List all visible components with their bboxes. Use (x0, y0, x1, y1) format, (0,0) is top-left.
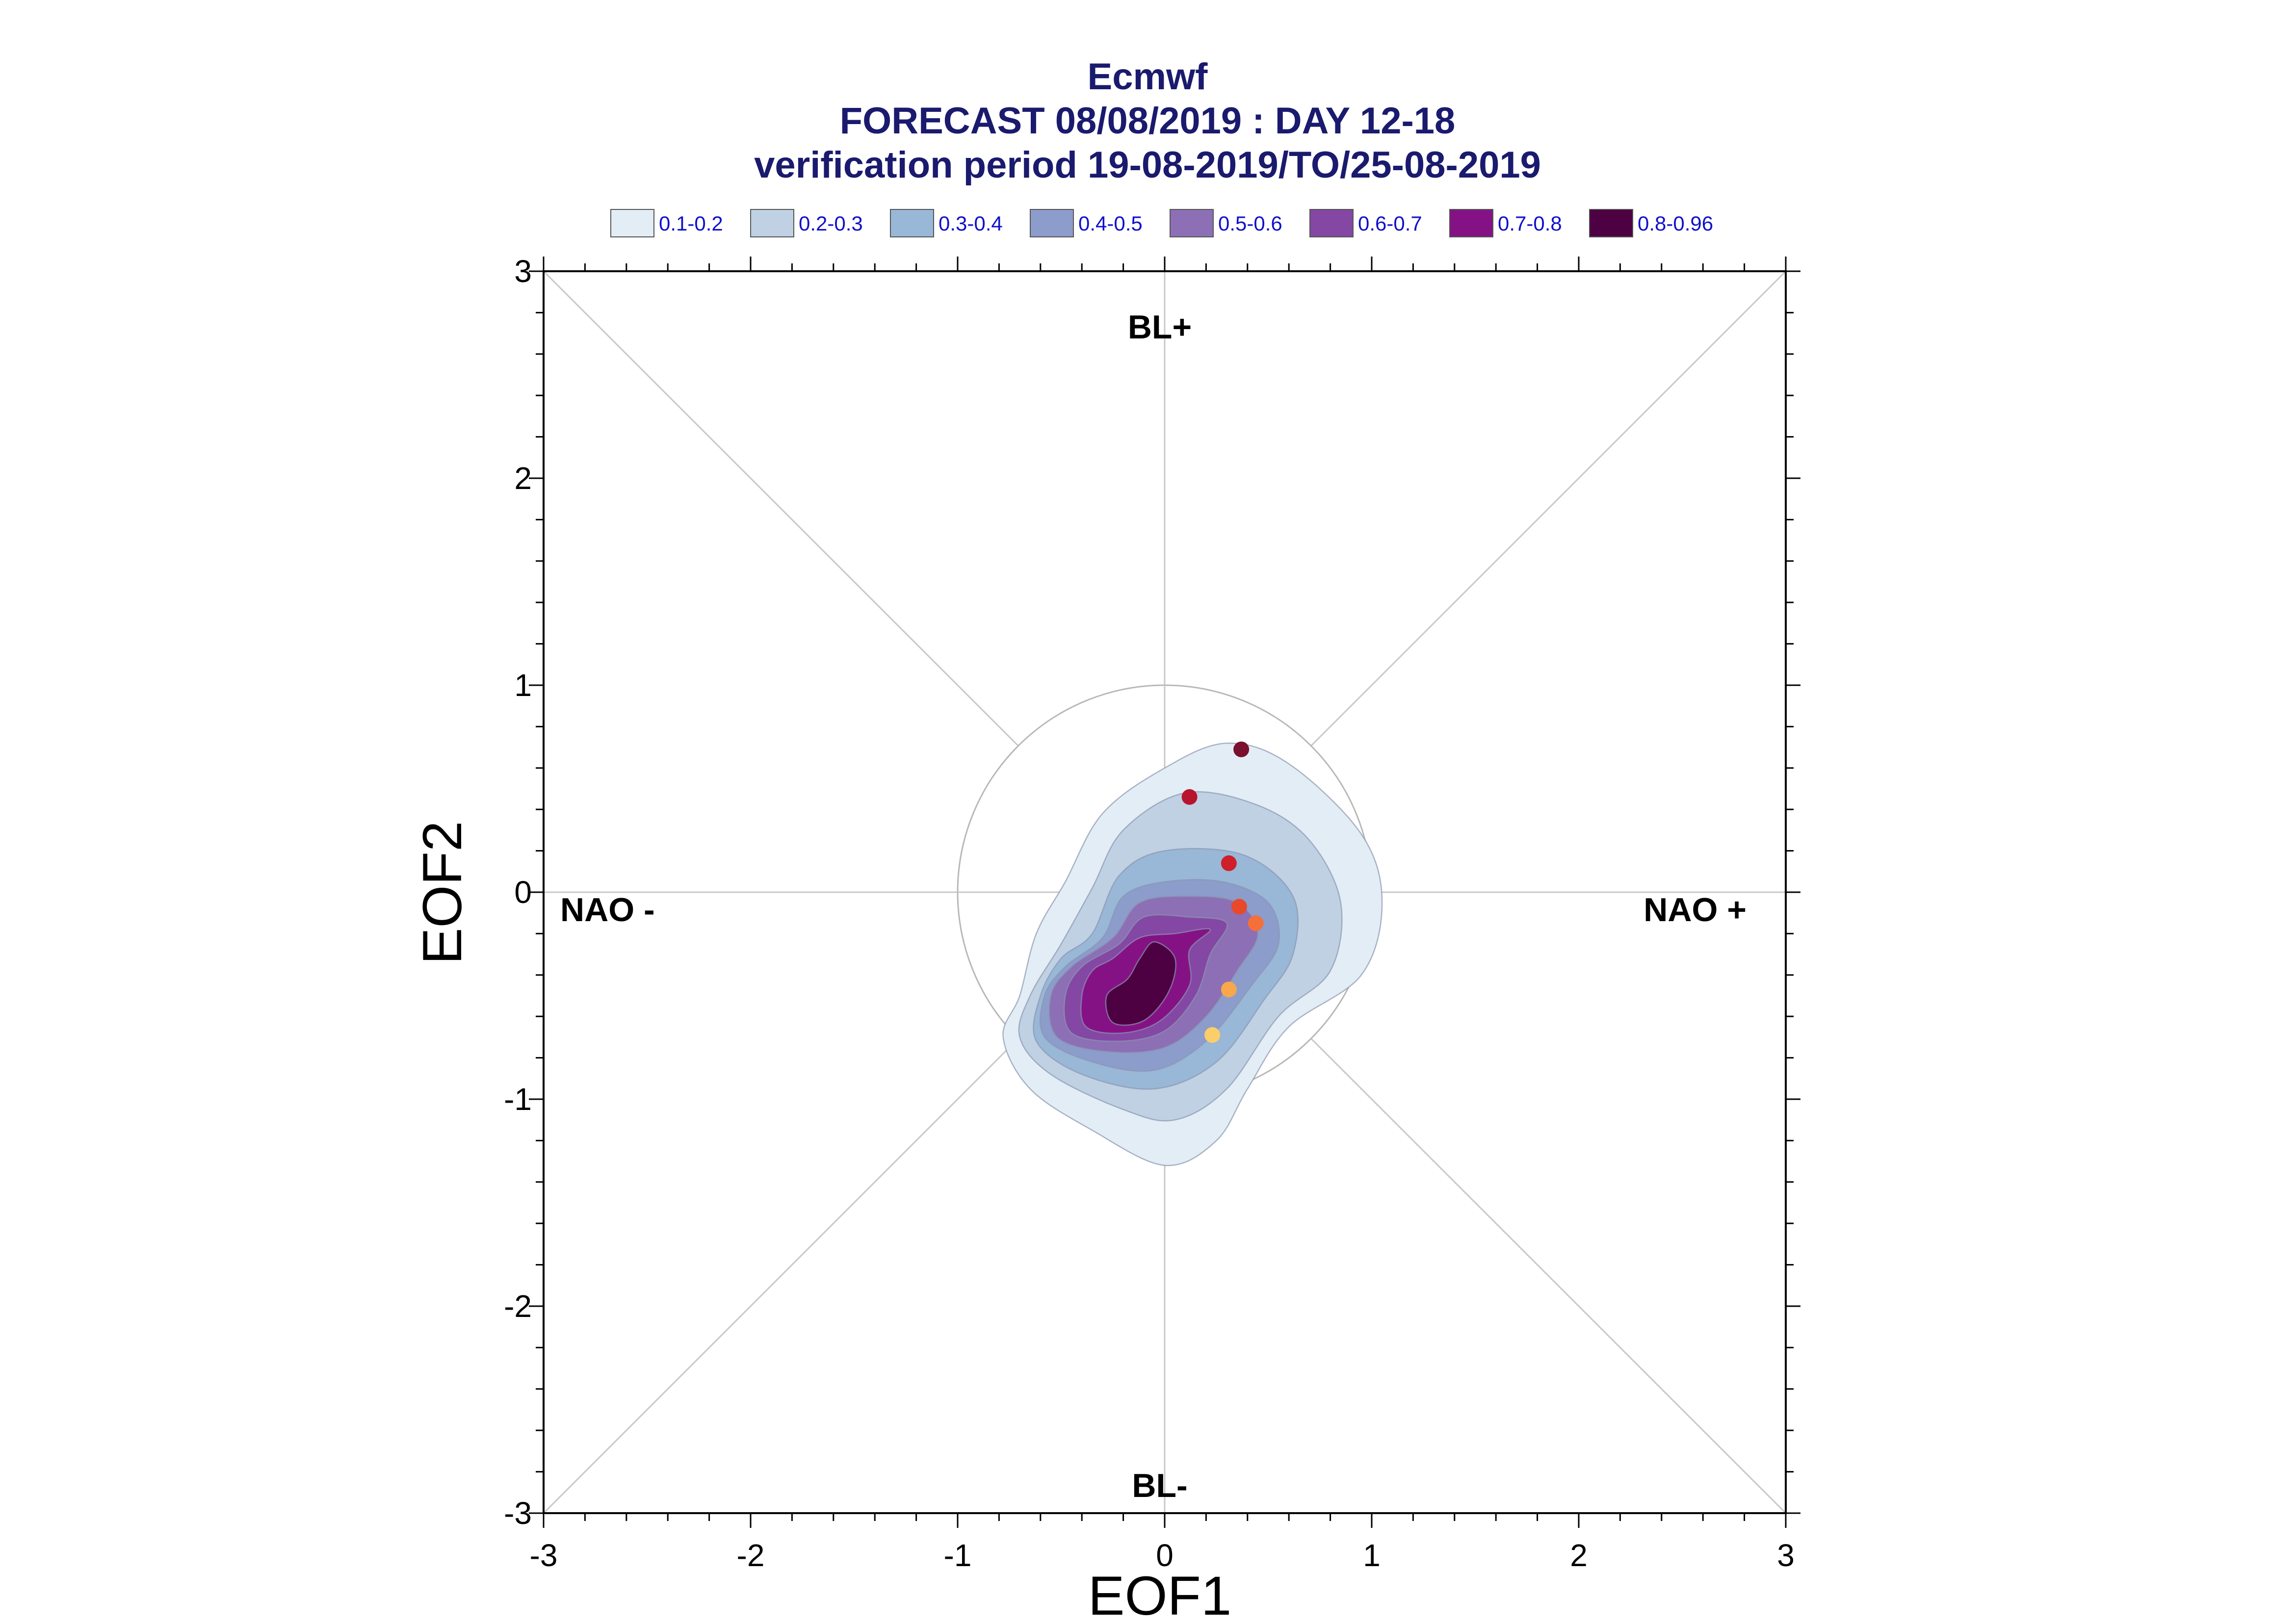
x-tick-label-0: 0 (1156, 1538, 1174, 1573)
scatter-point-3 (1231, 899, 1247, 915)
regime-label-bottom: BL- (1132, 1467, 1187, 1504)
y-tick-label-2: 2 (514, 461, 532, 496)
scatter-point-6 (1204, 1027, 1221, 1043)
scatter-point-4 (1248, 915, 1264, 931)
legend-swatch-2 (890, 209, 934, 237)
regime-label-left: NAO - (560, 891, 655, 928)
x-tick-label-2: 2 (1570, 1538, 1588, 1573)
y-tick-label--2: -2 (504, 1289, 532, 1324)
legend-label-6: 0.7-0.8 (1498, 212, 1562, 235)
legend-swatch-1 (750, 209, 794, 237)
y-tick-label-1: 1 (514, 668, 532, 703)
regime-label-top: BL+ (1128, 309, 1192, 346)
y-axis-title: EOF2 (412, 821, 473, 965)
axis-ticks: -3 -2 -1 0 1 2 3 -3 -2 -1 0 1 2 3 (504, 254, 1800, 1573)
density-contours (1002, 742, 1383, 1166)
density-contour-0.8-0.96 (1105, 941, 1176, 1026)
x-axis-title: EOF1 (1088, 1565, 1232, 1624)
legend-label-5: 0.6-0.7 (1358, 212, 1422, 235)
regime-label-right: NAO + (1643, 891, 1747, 928)
legend: 0.1-0.2 0.2-0.3 0.3-0.4 0.4-0.5 0.5-0.6 0.6-0… (610, 209, 1713, 237)
legend-label-4: 0.5-0.6 (1218, 212, 1282, 235)
legend-label-1: 0.2-0.3 (799, 212, 863, 235)
legend-swatch-6 (1449, 209, 1493, 237)
scatter-point-1 (1181, 789, 1198, 805)
x-tick-label--3: -3 (530, 1538, 558, 1573)
scatter-point-2 (1221, 855, 1237, 871)
x-tick-label-1: 1 (1363, 1538, 1381, 1573)
y-tick-label-3: 3 (514, 254, 532, 289)
legend-swatch-4 (1170, 209, 1214, 237)
scatter-point-5 (1221, 981, 1237, 998)
regime-labels: BL+ BL- NAO - NAO + (560, 309, 1747, 1504)
legend-swatch-5 (1309, 209, 1354, 237)
plot-area: -3 -2 -1 0 1 2 3 -3 -2 -1 0 1 2 3 BL+ BL- NAO - NAO +… (412, 254, 1800, 1624)
y-tick-label-0: 0 (514, 875, 532, 910)
legend-swatch-0 (610, 209, 654, 237)
x-tick-label--2: -2 (737, 1538, 765, 1573)
chart-title: Ecmwf FORECAST 08/08/2019 : DAY 12-18 ve… (754, 56, 1541, 186)
title-line-3: verification period 19-08-2019/TO/25-08-… (754, 144, 1541, 186)
y-tick-label--3: -3 (504, 1495, 532, 1531)
legend-label-3: 0.4-0.5 (1078, 212, 1143, 235)
title-line-2: FORECAST 08/08/2019 : DAY 12-18 (840, 100, 1456, 142)
y-tick-label--1: -1 (504, 1082, 532, 1117)
scatter-points (1181, 741, 1264, 1043)
scatter-point-0 (1233, 741, 1250, 757)
title-line-1: Ecmwf (1088, 56, 1208, 98)
legend-label-0: 0.1-0.2 (659, 212, 723, 235)
legend-swatch-3 (1030, 209, 1074, 237)
legend-label-7: 0.8-0.96 (1638, 212, 1713, 235)
legend-label-2: 0.3-0.4 (939, 212, 1003, 235)
x-tick-label-3: 3 (1777, 1538, 1795, 1573)
x-tick-label--1: -1 (944, 1538, 972, 1573)
legend-swatch-7 (1589, 209, 1633, 237)
